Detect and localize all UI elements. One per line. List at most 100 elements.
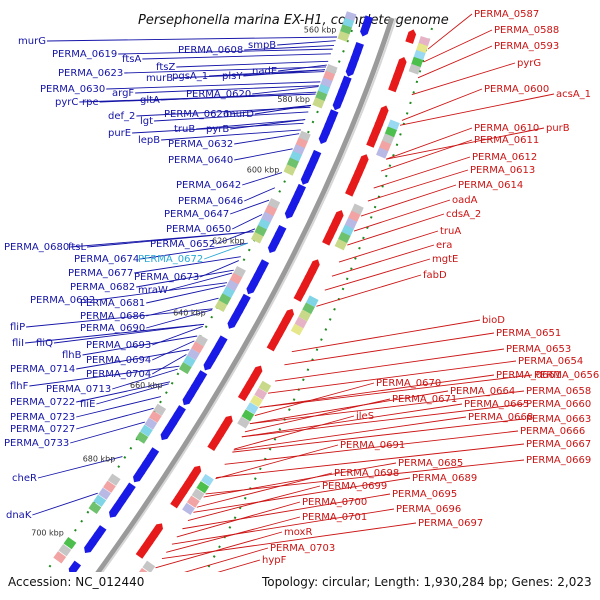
left-gene-label[interactable]: murD: [226, 109, 254, 120]
left-gene-label[interactable]: fliP: [10, 322, 25, 333]
left-gene-label[interactable]: flhB: [62, 350, 82, 361]
right-gene-label[interactable]: PERMA_0668: [468, 412, 533, 423]
right-gene-label[interactable]: PERMA_0661: [496, 370, 561, 381]
forward-gene-arrow[interactable]: [245, 279, 259, 296]
left-gene-label[interactable]: argF: [112, 88, 134, 99]
left-gene-label[interactable]: PERMA_0650: [166, 224, 231, 235]
right-gene-label[interactable]: PERMA_0664: [450, 386, 515, 397]
right-gene-label[interactable]: fabD: [423, 270, 447, 281]
forward-gene-arrow[interactable]: [66, 560, 82, 577]
right-gene-label[interactable]: PERMA_0653: [506, 344, 571, 355]
right-gene-label[interactable]: pyrG: [517, 58, 541, 69]
left-gene-label[interactable]: PERMA_0692: [30, 295, 95, 306]
right-gene-label[interactable]: moxR: [284, 527, 312, 538]
reverse-gene-arrow[interactable]: [366, 132, 379, 148]
left-gene-label[interactable]: dnaK: [6, 510, 32, 521]
right-gene-label[interactable]: PERMA_0703: [270, 543, 335, 554]
left-gene-label[interactable]: nadE: [252, 66, 277, 77]
right-gene-label[interactable]: PERMA_0612: [472, 152, 537, 163]
forward-gene-arrow[interactable]: [331, 95, 344, 112]
forward-gene-arrow[interactable]: [359, 22, 371, 38]
left-gene-label[interactable]: PERMA_0608: [178, 45, 243, 56]
right-gene-label[interactable]: PERMA_0651: [496, 328, 561, 339]
left-gene-label[interactable]: PERMA_0704: [86, 369, 151, 380]
left-gene-label[interactable]: ftsA: [122, 54, 141, 65]
reverse-gene-arrow[interactable]: [135, 543, 151, 559]
left-gene-label[interactable]: PERMA_0632: [168, 139, 233, 150]
left-gene-label[interactable]: PERMA_0681: [80, 298, 145, 309]
right-gene-label[interactable]: PERMA_0689: [412, 473, 477, 484]
reverse-gene-arrow[interactable]: [266, 335, 281, 352]
forward-gene-arrow[interactable]: [158, 426, 173, 442]
forward-gene-arrow[interactable]: [266, 238, 280, 255]
left-gene-label[interactable]: fliE: [80, 399, 95, 410]
left-gene-label[interactable]: PERMA_0686: [80, 311, 145, 322]
left-gene-label[interactable]: PERMA_0623: [58, 68, 123, 79]
right-gene-label[interactable]: ileS: [356, 411, 374, 422]
right-gene-label[interactable]: acsA_1: [556, 89, 591, 100]
right-gene-label[interactable]: PERMA_0698: [334, 468, 399, 479]
left-gene-label[interactable]: murB: [146, 73, 173, 84]
right-gene-label[interactable]: PERMA_0695: [392, 489, 457, 500]
right-gene-label[interactable]: purB: [546, 123, 570, 134]
left-gene-label[interactable]: PERMA_0690: [80, 323, 145, 334]
right-gene-label[interactable]: PERMA_0588: [494, 25, 559, 36]
right-gene-label[interactable]: PERMA_0700: [302, 497, 367, 508]
forward-gene-arrow[interactable]: [107, 503, 122, 520]
reverse-gene-arrow[interactable]: [207, 435, 221, 452]
right-gene-label[interactable]: PERMA_0699: [322, 481, 387, 492]
right-gene-label[interactable]: PERMA_0697: [418, 518, 483, 529]
left-gene-label[interactable]: PERMA_0680: [4, 242, 69, 253]
reverse-gene-arrow[interactable]: [237, 385, 252, 402]
left-gene-label[interactable]: pyrB: [206, 124, 229, 135]
left-gene-label[interactable]: PERMA_0652: [150, 239, 215, 250]
right-gene-label[interactable]: PERMA_0654: [518, 356, 583, 367]
left-gene-label[interactable]: flhF: [10, 381, 29, 392]
left-gene-label[interactable]: purE: [108, 128, 131, 139]
right-gene-label[interactable]: PERMA_0663: [526, 414, 591, 425]
left-gene-label[interactable]: PERMA_0640: [168, 155, 233, 166]
right-gene-label[interactable]: era: [436, 240, 452, 251]
reverse-gene-arrow[interactable]: [388, 76, 400, 93]
reverse-gene-arrow[interactable]: [405, 28, 417, 44]
right-gene-label[interactable]: PERMA_0696: [396, 504, 461, 515]
right-gene-label[interactable]: PERMA_0665: [464, 399, 529, 410]
left-gene-label[interactable]: PERMA_0630: [40, 84, 105, 95]
left-gene-label[interactable]: PERMA_0713: [46, 384, 111, 395]
left-gene-label[interactable]: PERMA_0727: [10, 424, 75, 435]
right-gene-label[interactable]: PERMA_0593: [494, 41, 559, 52]
forward-gene-arrow[interactable]: [131, 468, 146, 484]
right-gene-label[interactable]: hypF: [262, 555, 287, 566]
forward-gene-arrow[interactable]: [299, 170, 313, 186]
right-gene-label[interactable]: cdsA_2: [446, 209, 481, 220]
reverse-gene-arrow[interactable]: [170, 492, 184, 509]
left-gene-label[interactable]: PERMA_0626: [164, 109, 229, 120]
forward-gene-arrow[interactable]: [344, 62, 357, 78]
left-gene-label[interactable]: gltA: [140, 95, 160, 106]
left-gene-label[interactable]: PERMA_0723: [10, 412, 75, 423]
left-gene-label[interactable]: pyrC: [55, 97, 78, 108]
forward-gene-arrow[interactable]: [82, 539, 97, 555]
right-gene-label[interactable]: PERMA_0614: [458, 180, 523, 191]
left-gene-label[interactable]: PERMA_0642: [176, 180, 241, 191]
left-gene-label[interactable]: PERMA_0647: [164, 209, 229, 220]
right-gene-label[interactable]: mgtE: [432, 254, 458, 265]
forward-gene-arrow[interactable]: [226, 314, 240, 331]
left-gene-label[interactable]: lgt: [140, 116, 153, 127]
right-gene-label[interactable]: PERMA_0658: [526, 386, 591, 397]
left-gene-label[interactable]: smpB: [248, 40, 276, 51]
right-gene-label[interactable]: PERMA_0669: [526, 455, 591, 466]
left-gene-label[interactable]: PERMA_0674: [74, 254, 139, 265]
right-gene-label[interactable]: PERMA_0656: [534, 370, 599, 381]
right-gene-label[interactable]: oadA: [452, 195, 478, 206]
left-gene-label[interactable]: cheR: [12, 473, 37, 484]
left-gene-label[interactable]: lepB: [138, 135, 160, 146]
left-gene-label[interactable]: PERMA_0672: [138, 254, 203, 265]
left-gene-label[interactable]: PERMA_0714: [10, 364, 75, 375]
left-gene-label[interactable]: PERMA_0693: [86, 340, 151, 351]
reverse-gene-arrow[interactable]: [322, 230, 335, 246]
right-gene-label[interactable]: PERMA_0691: [340, 440, 405, 451]
right-gene-label[interactable]: PERMA_0600: [484, 84, 549, 95]
right-gene-label[interactable]: PERMA_0685: [398, 458, 463, 469]
left-gene-label[interactable]: truB: [174, 124, 195, 135]
